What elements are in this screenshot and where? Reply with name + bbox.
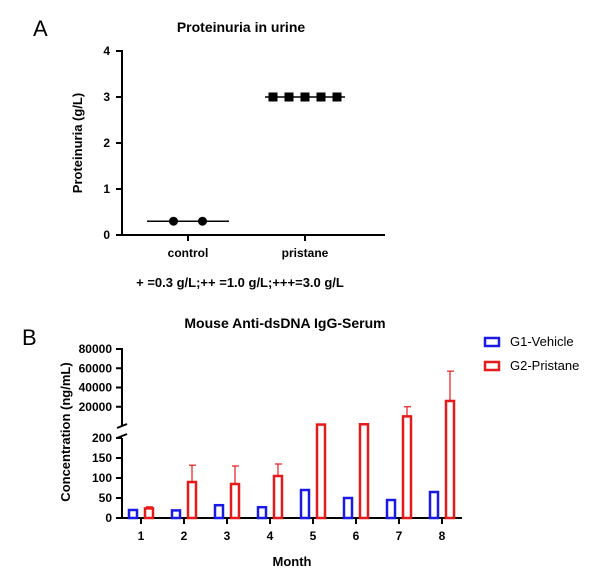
bar	[272, 474, 284, 520]
y-tick-label: 20000	[79, 400, 113, 414]
chart-b-x-label: Month	[273, 554, 312, 569]
chart-b-legend: G1-Vehicle G2-Pristane	[483, 334, 579, 373]
y-tick-label: 150	[92, 451, 112, 465]
x-tick-label: 6	[353, 529, 360, 543]
data-point-circle	[198, 216, 207, 226]
legend-label: G2-Pristane	[510, 358, 579, 373]
legend-swatch	[483, 336, 501, 348]
bar	[342, 496, 354, 520]
y-tick-label: 50	[99, 491, 113, 505]
bar	[143, 507, 155, 520]
x-tick-label: control	[168, 246, 209, 260]
legend-swatch	[483, 360, 501, 372]
y-tick-label: 0	[105, 511, 112, 525]
bar	[299, 488, 311, 520]
bar	[213, 503, 225, 520]
data-point-square	[316, 92, 326, 102]
data-point-square	[332, 92, 342, 102]
bar	[127, 508, 139, 520]
data-point-square	[284, 92, 294, 102]
x-tick-label: 7	[396, 529, 403, 543]
bar	[229, 482, 241, 520]
bar	[401, 415, 413, 520]
bar	[256, 505, 268, 520]
y-tick-label: 200	[92, 431, 112, 445]
bar	[385, 498, 397, 520]
bar	[186, 480, 198, 520]
x-tick-label: 8	[439, 529, 446, 543]
x-tick-label: pristane	[282, 246, 329, 260]
y-tick-label: 3	[103, 90, 110, 104]
chart-a-title: Proteinuria in urine	[177, 19, 306, 35]
chart-a-annotation: + =0.3 g/L;++ =1.0 g/L;+++=3.0 g/L	[136, 275, 344, 290]
x-tick-label: 1	[138, 529, 145, 543]
x-tick-label: 3	[224, 529, 231, 543]
y-tick-label: 0	[103, 228, 110, 242]
y-tick-label: 1	[103, 182, 110, 196]
x-tick-label: 5	[310, 529, 317, 543]
chart-b-y-label: Concentration (ng/mL)	[58, 362, 73, 501]
chart-b-title: Mouse Anti-dsDNA IgG-Serum	[184, 315, 385, 331]
bar	[444, 399, 456, 520]
chart-b: Mouse Anti-dsDNA IgG-Serum Concentration…	[58, 315, 579, 569]
y-tick-label: 80000	[79, 342, 113, 356]
y-tick-label: 4	[103, 44, 110, 58]
data-point-circle	[169, 216, 178, 226]
y-tick-label: 40000	[79, 381, 113, 395]
bar	[315, 423, 327, 520]
panel-b-letter: B	[22, 325, 37, 350]
panel-a-letter: A	[33, 16, 48, 41]
axis-break-marker	[116, 423, 128, 439]
data-point-square	[300, 92, 310, 102]
y-tick-label: 2	[103, 136, 110, 150]
chart-a: Proteinuria in urine Proteinuria (g/L) 0…	[70, 19, 385, 290]
data-point-square	[268, 92, 278, 102]
x-tick-label: 2	[181, 529, 188, 543]
x-tick-label: 4	[267, 529, 274, 543]
y-tick-label: 100	[92, 471, 112, 485]
chart-a-y-label: Proteinuria (g/L)	[70, 93, 85, 193]
bar	[428, 490, 440, 520]
y-tick-label: 60000	[79, 361, 113, 375]
bar	[170, 509, 182, 520]
bar	[358, 423, 370, 520]
legend-label: G1-Vehicle	[510, 334, 574, 349]
